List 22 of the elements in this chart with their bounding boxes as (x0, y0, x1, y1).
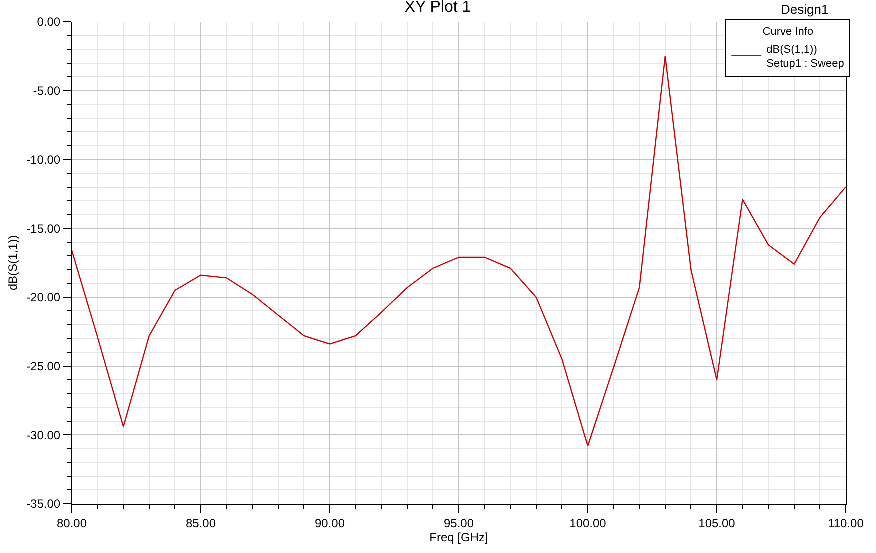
x-tick-label: 105.00 (698, 516, 736, 530)
x-tick-label: 100.00 (570, 516, 607, 530)
x-tick-label: 90.00 (314, 516, 346, 530)
x-tick-label: 110.00 (828, 516, 864, 530)
x-tick-label: 80.00 (56, 516, 88, 530)
legend-title: Curve Info (762, 26, 814, 38)
y-tick-label: -30.00 (26, 428, 61, 442)
y-tick-label: -5.00 (33, 84, 61, 98)
y-tick-label: -15.00 (26, 222, 61, 236)
legend-label: dB(S(1,1)) Setup1 : Sweep (766, 44, 844, 70)
x-tick-label: 95.00 (444, 516, 474, 530)
y-tick-label: -35.00 (26, 497, 61, 512)
y-tick-label: -20.00 (26, 290, 61, 305)
x-axis-title: Freq [GHz] (430, 530, 488, 544)
y-tick-label: -10.00 (26, 152, 61, 167)
x-tick-label: 85.00 (186, 516, 216, 530)
y-tick-label: 0.00 (37, 15, 61, 30)
y-tick-label: -25.00 (26, 359, 61, 374)
y-axis-title: dB(S(1,1)) (6, 235, 20, 291)
text: Design1 (781, 2, 829, 17)
chart-title: XY Plot 1 (404, 0, 472, 16)
line-series (72, 56, 846, 447)
